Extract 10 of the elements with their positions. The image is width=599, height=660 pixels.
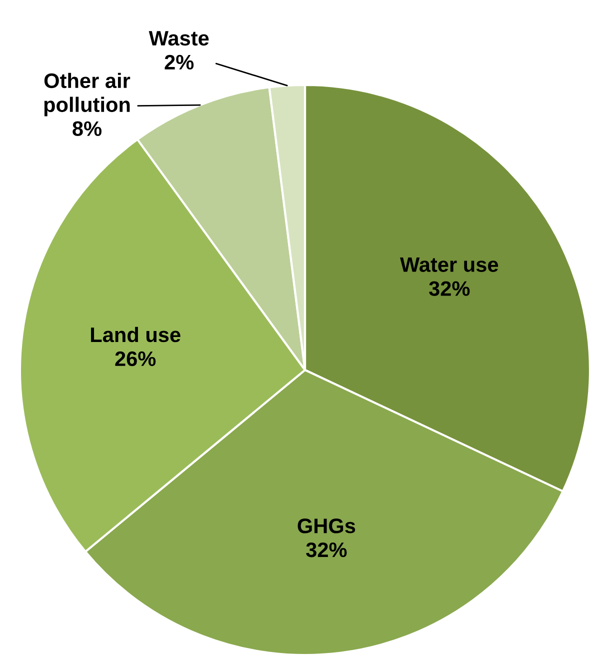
data-label: 32% <box>306 542 347 558</box>
slice-label: GHGs <box>298 518 356 534</box>
data-label: 26% <box>115 351 156 366</box>
slice-label: Water use <box>400 257 498 272</box>
data-label: 2% <box>164 54 194 70</box>
slice-label: Other air pollution <box>44 72 130 116</box>
slice-label: Waste <box>148 31 209 46</box>
data-label: 8% <box>72 121 102 136</box>
slice-label: Land use <box>91 326 180 342</box>
data-label: 32% <box>429 281 470 296</box>
